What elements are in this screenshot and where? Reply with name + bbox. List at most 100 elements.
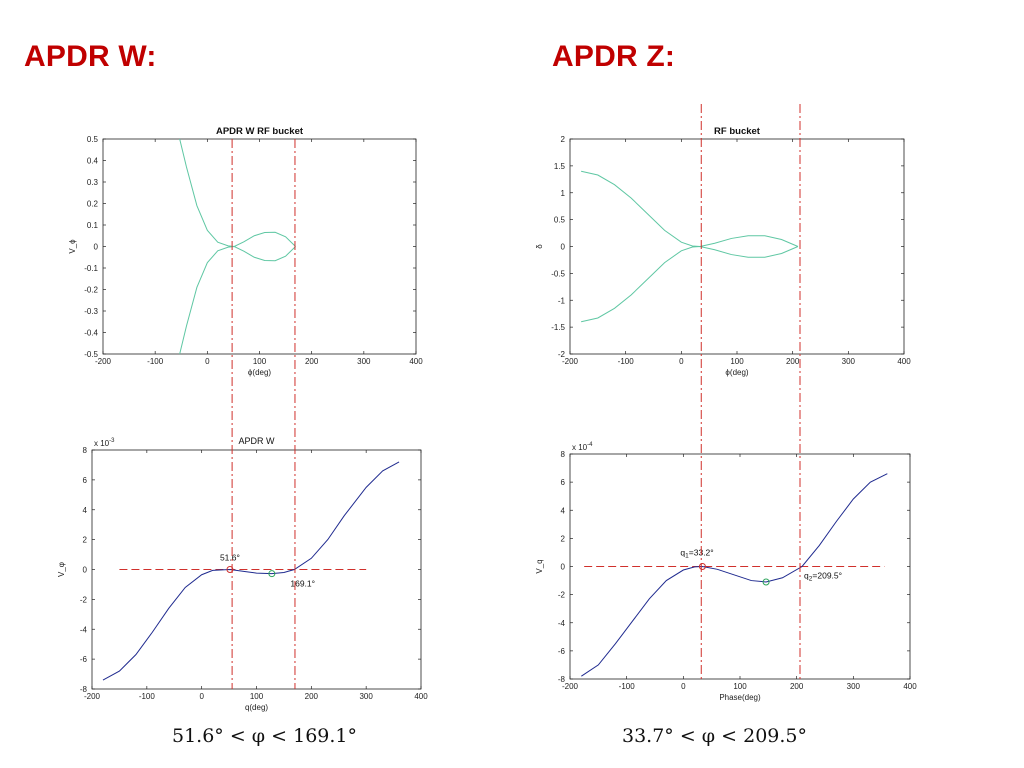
w-bucket-y-tick-label: 0.5 bbox=[87, 135, 99, 144]
z-potential-exponent-label: x 10-4 bbox=[572, 442, 593, 452]
z-bucket-x-tick-label: 100 bbox=[730, 357, 744, 366]
w-potential-xlabel: q(deg) bbox=[245, 703, 268, 712]
w-potential-min-marker bbox=[268, 570, 276, 578]
z-potential-y-tick-label: 8 bbox=[561, 450, 566, 459]
w-bucket-ylabel: V_ϕ bbox=[68, 239, 77, 254]
z-bucket-y-tick-label: -1.5 bbox=[551, 323, 565, 332]
w-bucket-series-line bbox=[179, 245, 296, 355]
z-potential-y-tick-label: -4 bbox=[558, 619, 566, 628]
z-bucket-series-line bbox=[581, 245, 799, 323]
w-bucket-x-tick-label: 100 bbox=[253, 357, 267, 366]
w-potential-chart: -200 -100 0 100 200 300 400 -8 -6 -4 -2 0 2 4 6 8 APDR W… bbox=[57, 436, 428, 712]
z-bucket-y-tick-label: 0 bbox=[561, 243, 566, 252]
w-potential-annotation: 169.1° bbox=[290, 579, 315, 589]
z-potential-x-tick-label: -200 bbox=[562, 682, 579, 691]
w-potential-x-tick-label: -100 bbox=[139, 692, 156, 701]
z-bucket-x-tick-label: 0 bbox=[679, 357, 684, 366]
z-potential-y-tick-label: -2 bbox=[558, 591, 566, 600]
z-potential-exponent: -4 bbox=[587, 442, 593, 448]
phase-range-caption-w: 51.6° < φ < 169.1° bbox=[172, 725, 357, 747]
z-potential-min-marker bbox=[762, 578, 770, 586]
w-bucket-y-tick-label: 0.3 bbox=[87, 178, 99, 187]
w-potential-y-tick-label: -8 bbox=[80, 685, 88, 694]
z-potential-x-tick-label: -100 bbox=[619, 682, 636, 691]
w-bucket-title: APDR W RF bucket bbox=[216, 126, 304, 137]
w-potential-y-tick-label: 0 bbox=[83, 566, 88, 575]
z-potential-y-tick-label: 6 bbox=[561, 478, 566, 487]
w-potential-y-tick-label: 6 bbox=[83, 476, 88, 485]
z-bucket-y-tick-label: -2 bbox=[558, 350, 566, 359]
w-bucket-y-tick-label: -0.1 bbox=[84, 264, 98, 273]
w-bucket-x-tick-label: 300 bbox=[357, 357, 371, 366]
page-title-apdr-z: APDR Z: bbox=[552, 40, 676, 73]
w-bucket-x-tick-label: -200 bbox=[95, 357, 112, 366]
z-bucket-y-tick-label: 0.5 bbox=[554, 216, 566, 225]
z-potential-annotation: q2=209.5° bbox=[804, 571, 842, 583]
z-potential-annotation-subscript: 1 bbox=[685, 553, 689, 560]
z-potential-x-tick-label: 300 bbox=[847, 682, 861, 691]
w-potential-series-line bbox=[102, 461, 400, 681]
w-bucket-y-tick-label: 0.2 bbox=[87, 200, 99, 209]
z-potential-chart: -200 -100 0 100 200 300 400 -8 -6 -4 -2 0 2 4 6 8 x 10-4… bbox=[535, 442, 917, 702]
z-potential-xlabel: Phase(deg) bbox=[719, 693, 761, 702]
z-bucket-y-tick-label: 1.5 bbox=[554, 162, 566, 171]
w-potential-title: APDR W bbox=[239, 436, 276, 446]
z-bucket-y-tick-label: 2 bbox=[561, 135, 566, 144]
z-bucket-ylabel: δ bbox=[535, 244, 544, 249]
w-bucket-x-tick-label: 200 bbox=[305, 357, 319, 366]
w-bucket-y-tick-label: -0.2 bbox=[84, 286, 98, 295]
z-bucket-chart: -200 -100 0 100 200 300 400 -2 -1.5 -1 -0.5 0 0.5 1 1.… bbox=[535, 126, 911, 377]
z-bucket-y-tick-label: 1 bbox=[561, 189, 566, 198]
w-bucket-y-tick-label: -0.3 bbox=[84, 307, 98, 316]
z-bucket-x-tick-label: -200 bbox=[562, 357, 579, 366]
w-potential-y-tick-label: 4 bbox=[83, 506, 88, 515]
z-potential-y-tick-label: -8 bbox=[558, 675, 566, 684]
z-potential-annotation-value: =209.5° bbox=[812, 571, 842, 581]
page-title-apdr-w: APDR W: bbox=[24, 40, 157, 73]
z-potential-y-tick-label: 2 bbox=[561, 534, 566, 543]
z-potential-x-tick-label: 100 bbox=[733, 682, 747, 691]
z-potential-x-tick-label: 400 bbox=[903, 682, 917, 691]
z-potential-y-tick-label: 0 bbox=[561, 563, 566, 572]
w-potential-x-tick-label: 400 bbox=[414, 692, 428, 701]
w-bucket-x-tick-label: -100 bbox=[147, 357, 164, 366]
z-potential-x-tick-label: 200 bbox=[790, 682, 804, 691]
z-bucket-series-line bbox=[581, 170, 799, 248]
z-potential-y-tick-label: 4 bbox=[561, 506, 566, 515]
w-potential-y-tick-label: -4 bbox=[80, 625, 88, 634]
w-potential-annotation: 51.6° bbox=[220, 553, 240, 563]
w-bucket-y-tick-label: -0.4 bbox=[84, 329, 98, 338]
z-potential-max-marker bbox=[698, 563, 706, 570]
w-potential-y-tick-label: -2 bbox=[80, 595, 88, 604]
w-potential-max-marker bbox=[226, 566, 234, 573]
w-potential-x-tick-label: 100 bbox=[250, 692, 264, 701]
z-bucket-x-tick-label: 400 bbox=[897, 357, 911, 366]
z-bucket-x-tick-label: -100 bbox=[618, 357, 635, 366]
w-potential-y-tick-label: 2 bbox=[83, 536, 88, 545]
w-bucket-x-tick-label: 400 bbox=[409, 357, 423, 366]
w-bucket-x-tick-label: 0 bbox=[205, 357, 210, 366]
w-potential-x-tick-label: 200 bbox=[305, 692, 319, 701]
w-potential-exponent-label: x 10-3 bbox=[94, 438, 115, 448]
w-bucket-y-tick-label: 0 bbox=[94, 243, 99, 252]
w-bucket-chart: -200 -100 0 100 200 300 400 -0.5 -0.4 -0.3 -0.2 -0.… bbox=[68, 126, 423, 377]
z-bucket-x-tick-label: 200 bbox=[786, 357, 800, 366]
w-potential-exponent: -3 bbox=[109, 438, 115, 444]
z-bucket-xlabel: ϕ(deg) bbox=[725, 368, 748, 377]
w-bucket-y-tick-label: 0.4 bbox=[87, 157, 99, 166]
phase-range-caption-z: 33.7° < φ < 209.5° bbox=[622, 725, 807, 747]
w-bucket-y-tick-label: 0.1 bbox=[87, 221, 99, 230]
w-potential-x-tick-label: -200 bbox=[84, 692, 101, 701]
w-potential-y-tick-label: 8 bbox=[83, 446, 88, 455]
z-potential-y-tick-label: -6 bbox=[558, 647, 566, 656]
z-potential-annotation-subscript: 2 bbox=[809, 576, 813, 583]
w-potential-x-tick-label: 300 bbox=[359, 692, 373, 701]
z-potential-ylabel: V_q bbox=[535, 559, 544, 573]
z-bucket-y-tick-label: -1 bbox=[558, 296, 566, 305]
w-bucket-xlabel: ϕ(deg) bbox=[248, 368, 271, 377]
w-bucket-y-tick-label: -0.5 bbox=[84, 350, 98, 359]
z-bucket-y-tick-label: -0.5 bbox=[551, 269, 565, 278]
z-bucket-axes-frame bbox=[569, 138, 905, 355]
w-potential-ylabel: V_φ bbox=[57, 562, 66, 577]
